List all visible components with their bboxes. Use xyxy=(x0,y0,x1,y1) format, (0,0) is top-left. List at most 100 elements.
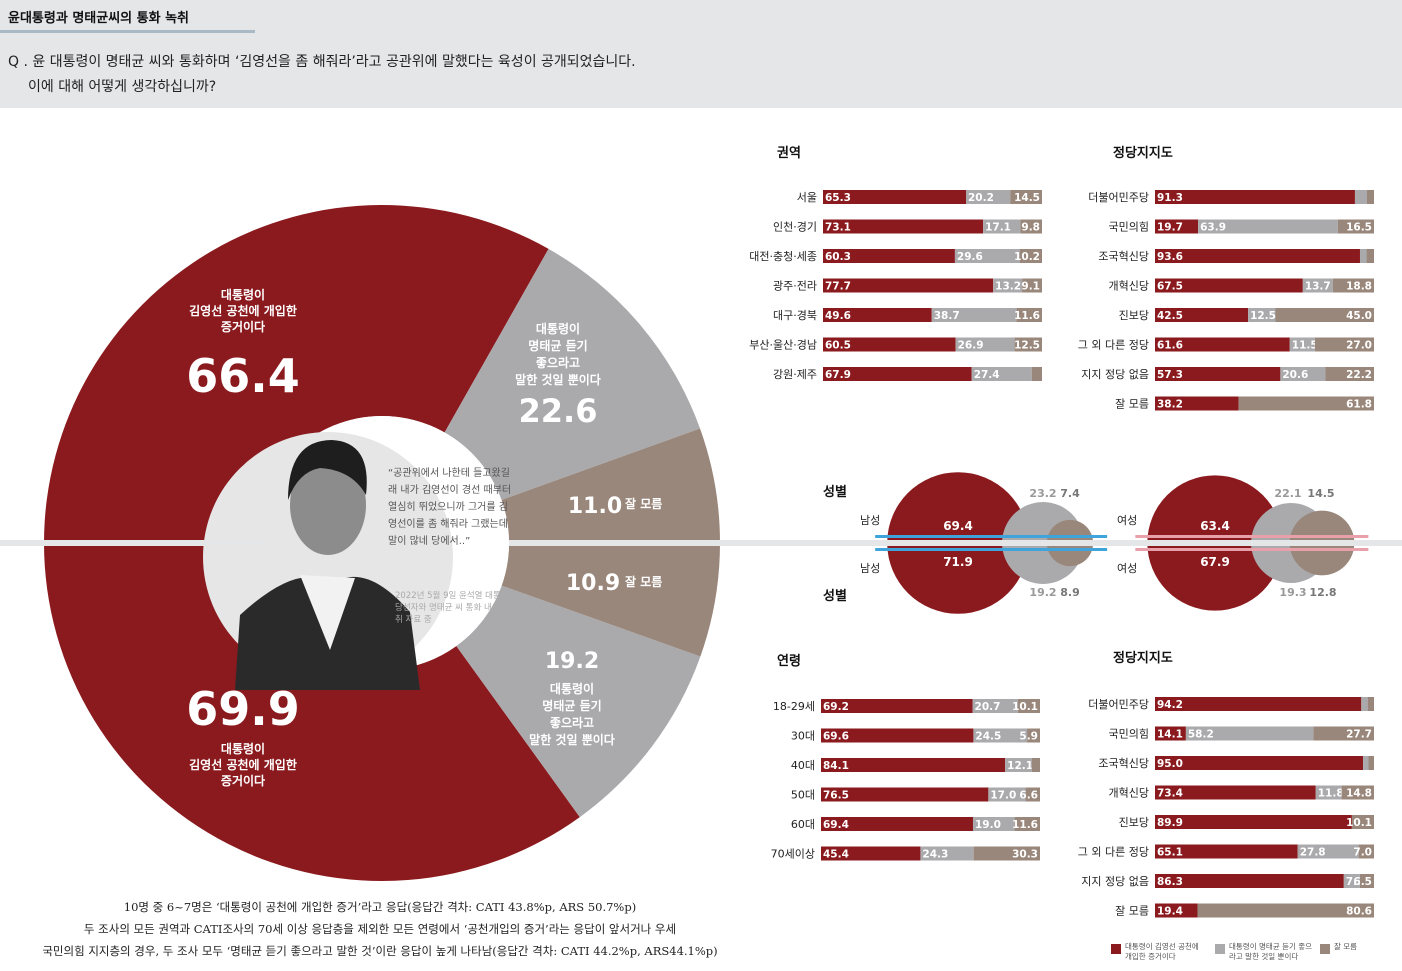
bar-label-50대-2: 6.6 xyxy=(1019,790,1038,802)
row-label-진보당: 진보당 xyxy=(1119,816,1149,829)
bar-seg-30대-2 xyxy=(1027,728,1040,743)
legend-evidence-swatch xyxy=(1111,944,1121,954)
bar-seg-50대-2 xyxy=(1025,787,1040,802)
row-label-개혁신당: 개혁신당 xyxy=(1109,280,1149,293)
row-label-40대: 40대 xyxy=(791,759,815,772)
bar-seg-부산-울산-경남-1 xyxy=(955,337,1015,352)
bar-seg-대구-경북-1 xyxy=(931,308,1017,322)
lower-evidence-label-line: 김영선 공천에 개입한 xyxy=(189,757,297,772)
bar-label-30대-2: 5.9 xyxy=(1019,731,1038,743)
bar-seg-인천-경기-2 xyxy=(1020,219,1042,234)
bar-seg-대전-충청-세종-2 xyxy=(1019,249,1042,263)
bar-label-지지-정당-없음-0: 86.3 xyxy=(1157,876,1183,888)
bar-label-국민의힘-2: 27.7 xyxy=(1346,729,1372,741)
bar-label-진보당-2: 45.0 xyxy=(1346,310,1372,322)
bar-label-개혁신당-0: 73.4 xyxy=(1157,788,1183,800)
bar-seg-광주-전라-1 xyxy=(993,278,1023,293)
bar-label-40대-0: 84.1 xyxy=(823,760,849,772)
bar-label-국민의힘-0: 14.1 xyxy=(1157,729,1183,741)
lower-phone-label-line: 말한 것일 뿐이다 xyxy=(529,732,615,747)
male-label-upper: 남성 xyxy=(860,514,880,527)
lower-phone-label-line: 명태균 듣기 xyxy=(542,698,601,713)
row-label-개혁신당: 개혁신당 xyxy=(1109,787,1149,800)
legend-evidence-label: 대통령이 김영선 공천에 개입한 증거이다 xyxy=(1125,942,1199,961)
bar-label-대전-충청-세종-2: 10.2 xyxy=(1014,251,1040,263)
row-label-조국혁신당: 조국혁신당 xyxy=(1098,250,1149,263)
lower-phone-label-line: 좋으라고 xyxy=(550,715,594,730)
bar-seg-대전-충청-세종-1 xyxy=(954,249,1020,263)
row-label-그-외-다른-정당: 그 외 다른 정당 xyxy=(1078,846,1149,859)
bar-label-그-외-다른-정당-2: 7.0 xyxy=(1353,847,1372,859)
bar-label-국민의힘-1: 58.2 xyxy=(1188,729,1214,741)
panel-title-권역: 권역 xyxy=(777,145,801,161)
bar-seg-조국혁신당-1 xyxy=(1359,249,1367,263)
bar-seg-인천-경기-0 xyxy=(823,219,984,234)
bar-seg-잘-모름-0 xyxy=(1155,396,1239,411)
male-line-lower xyxy=(875,548,1108,551)
row-label-광주-전라: 광주·전라 xyxy=(773,280,817,293)
bar-label-지지-정당-없음-2: 22.2 xyxy=(1346,369,1372,381)
bar-label-조국혁신당-0: 93.6 xyxy=(1157,251,1183,263)
bar-seg-더불어민주당-2 xyxy=(1366,190,1374,204)
bar-seg-개혁신당-2 xyxy=(1332,278,1374,293)
bar-label-광주-전라-1: 13.2 xyxy=(995,281,1021,293)
bar-seg-더불어민주당-2 xyxy=(1367,697,1374,711)
sex-title-upper: 성별 xyxy=(823,484,847,500)
bar-seg-서울-2 xyxy=(1010,190,1042,204)
upper-phone-label-line: 말한 것일 뿐이다 xyxy=(515,372,601,387)
bar-label-18-29세-1: 20.7 xyxy=(975,701,1001,713)
female-upper-evidence-value: 63.4 xyxy=(1200,519,1230,533)
male-label-lower: 남성 xyxy=(860,562,880,575)
bar-seg-진보당-0 xyxy=(1155,308,1249,322)
bar-label-70세이상-2: 30.3 xyxy=(1012,849,1038,861)
bar-seg-국민의힘-1 xyxy=(1198,219,1338,234)
bar-label-그-외-다른-정당-1: 27.8 xyxy=(1300,847,1326,859)
lower-evidence-slice xyxy=(44,543,580,882)
bar-label-인천-경기-0: 73.1 xyxy=(825,222,851,234)
lower-evidence-value: 69.9 xyxy=(186,682,300,736)
bar-label-더불어민주당-0: 94.2 xyxy=(1157,699,1183,711)
male-small-split xyxy=(1021,540,1091,546)
male-upper-phone-value: 23.2 xyxy=(1029,487,1056,500)
bar-seg-개혁신당-0 xyxy=(1155,785,1316,800)
bar-seg-더불어민주당-0 xyxy=(1155,697,1362,711)
bar-label-개혁신당-1: 13.7 xyxy=(1305,281,1331,293)
bar-label-70세이상-1: 24.3 xyxy=(922,849,948,861)
bar-seg-국민의힘-2 xyxy=(1337,219,1374,234)
legend-phone-label: 대통령이 명태균 듣기 좋으라고 말한 것일 뿐이다 xyxy=(1229,942,1313,961)
female-lower-dunno-value: 12.8 xyxy=(1309,586,1336,599)
bar-label-대전-충청-세종-1: 29.6 xyxy=(957,251,983,263)
bar-seg-개혁신당-1 xyxy=(1302,278,1333,293)
bar-seg-그-외-다른-정당-2 xyxy=(1358,844,1374,859)
bar-label-30대-0: 69.6 xyxy=(823,731,849,743)
bar-seg-서울-0 xyxy=(823,190,967,204)
upper-phone-label-line: 명태균 듣기 xyxy=(528,338,587,353)
bar-label-서울-2: 14.5 xyxy=(1014,192,1040,204)
bar-seg-인천-경기-1 xyxy=(983,219,1021,234)
female-line-upper xyxy=(1135,535,1369,538)
footnote-line-3: 국민의힘 지지층의 경우, 두 조사 모두 ‘명태균 듣기 좋으라고 말한 것’… xyxy=(42,944,718,958)
bar-seg-그-외-다른-정당-1 xyxy=(1289,337,1315,352)
bar-seg-지지-정당-없음-0 xyxy=(1155,367,1281,381)
row-label-국민의힘: 국민의힘 xyxy=(1109,728,1149,741)
female-upper-phone-value: 22.1 xyxy=(1274,487,1301,500)
bar-seg-40대-2 xyxy=(1031,758,1040,772)
bar-label-인천-경기-1: 17.1 xyxy=(985,222,1011,234)
lower-dunno-label: 잘 모름 xyxy=(625,574,662,589)
bar-seg-잘-모름-0 xyxy=(1155,903,1198,918)
bar-seg-진보당-2 xyxy=(1275,308,1374,322)
bar-seg-70세이상-2 xyxy=(973,846,1040,861)
bar-label-30대-1: 24.5 xyxy=(975,731,1001,743)
lower-phone-slice xyxy=(456,585,701,818)
bar-label-개혁신당-2: 18.8 xyxy=(1346,281,1372,293)
row-label-지지-정당-없음: 지지 정당 없음 xyxy=(1081,368,1149,381)
upper-evidence-label-line: 대통령이 xyxy=(221,287,265,302)
bar-seg-그-외-다른-정당-1 xyxy=(1297,844,1359,859)
male-upper-evidence-value: 69.4 xyxy=(943,519,973,533)
bar-seg-30대-0 xyxy=(821,728,974,743)
bar-label-18-29세-0: 69.2 xyxy=(823,701,849,713)
row-label-잘-모름: 잘 모름 xyxy=(1115,905,1149,918)
bar-label-조국혁신당-0: 95.0 xyxy=(1157,758,1183,770)
row-label-잘-모름: 잘 모름 xyxy=(1115,398,1149,411)
